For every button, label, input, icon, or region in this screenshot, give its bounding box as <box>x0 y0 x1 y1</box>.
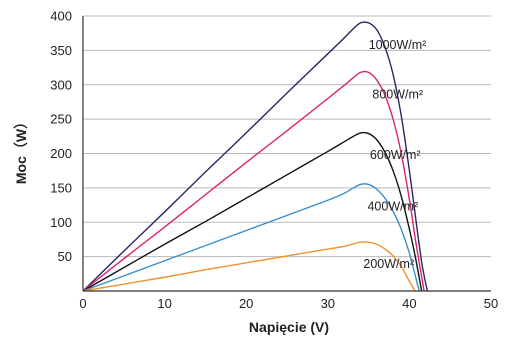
series-line-600wm <box>82 131 423 292</box>
series-label: 800W/m² <box>372 87 423 101</box>
series-line-800wm <box>82 70 425 292</box>
y-tick-label: 300 <box>50 77 72 92</box>
y-axis-title: Moc（W） <box>13 115 29 184</box>
y-tick-label: 50 <box>58 249 72 264</box>
series-line-200wm <box>82 241 416 292</box>
series-line-400wm <box>82 183 420 292</box>
y-tick-label: 100 <box>50 215 72 230</box>
series-label: 200W/m² <box>363 257 414 271</box>
x-tick-label: 30 <box>321 296 335 311</box>
y-tick-label: 350 <box>50 43 72 58</box>
series-layer <box>82 21 429 292</box>
tick-layer: 0 10 20 30 40 50 50 100 150 200 250 300 350 400 <box>50 9 498 312</box>
series-label: 600W/m² <box>370 148 421 162</box>
y-tick-label: 250 <box>50 112 72 127</box>
x-axis-title: Napięcie (V) <box>249 319 329 335</box>
grid-layer <box>83 15 491 258</box>
x-tick-label: 40 <box>402 296 416 311</box>
series-label-layer: 1000W/m² 800W/m² 600W/m² 400W/m² 200W/m² <box>363 38 426 271</box>
x-tick-label: 50 <box>484 296 498 311</box>
series-label: 1000W/m² <box>369 38 427 52</box>
series-label: 400W/m² <box>367 199 418 213</box>
y-tick-label: 400 <box>50 9 72 24</box>
axes-layer <box>82 16 491 292</box>
x-tick-label: 0 <box>79 296 86 311</box>
x-tick-label: 20 <box>239 296 253 311</box>
series-line-1000wm <box>82 21 429 292</box>
y-tick-label: 150 <box>50 180 72 195</box>
x-tick-label: 10 <box>157 296 171 311</box>
y-tick-label: 200 <box>50 146 72 161</box>
